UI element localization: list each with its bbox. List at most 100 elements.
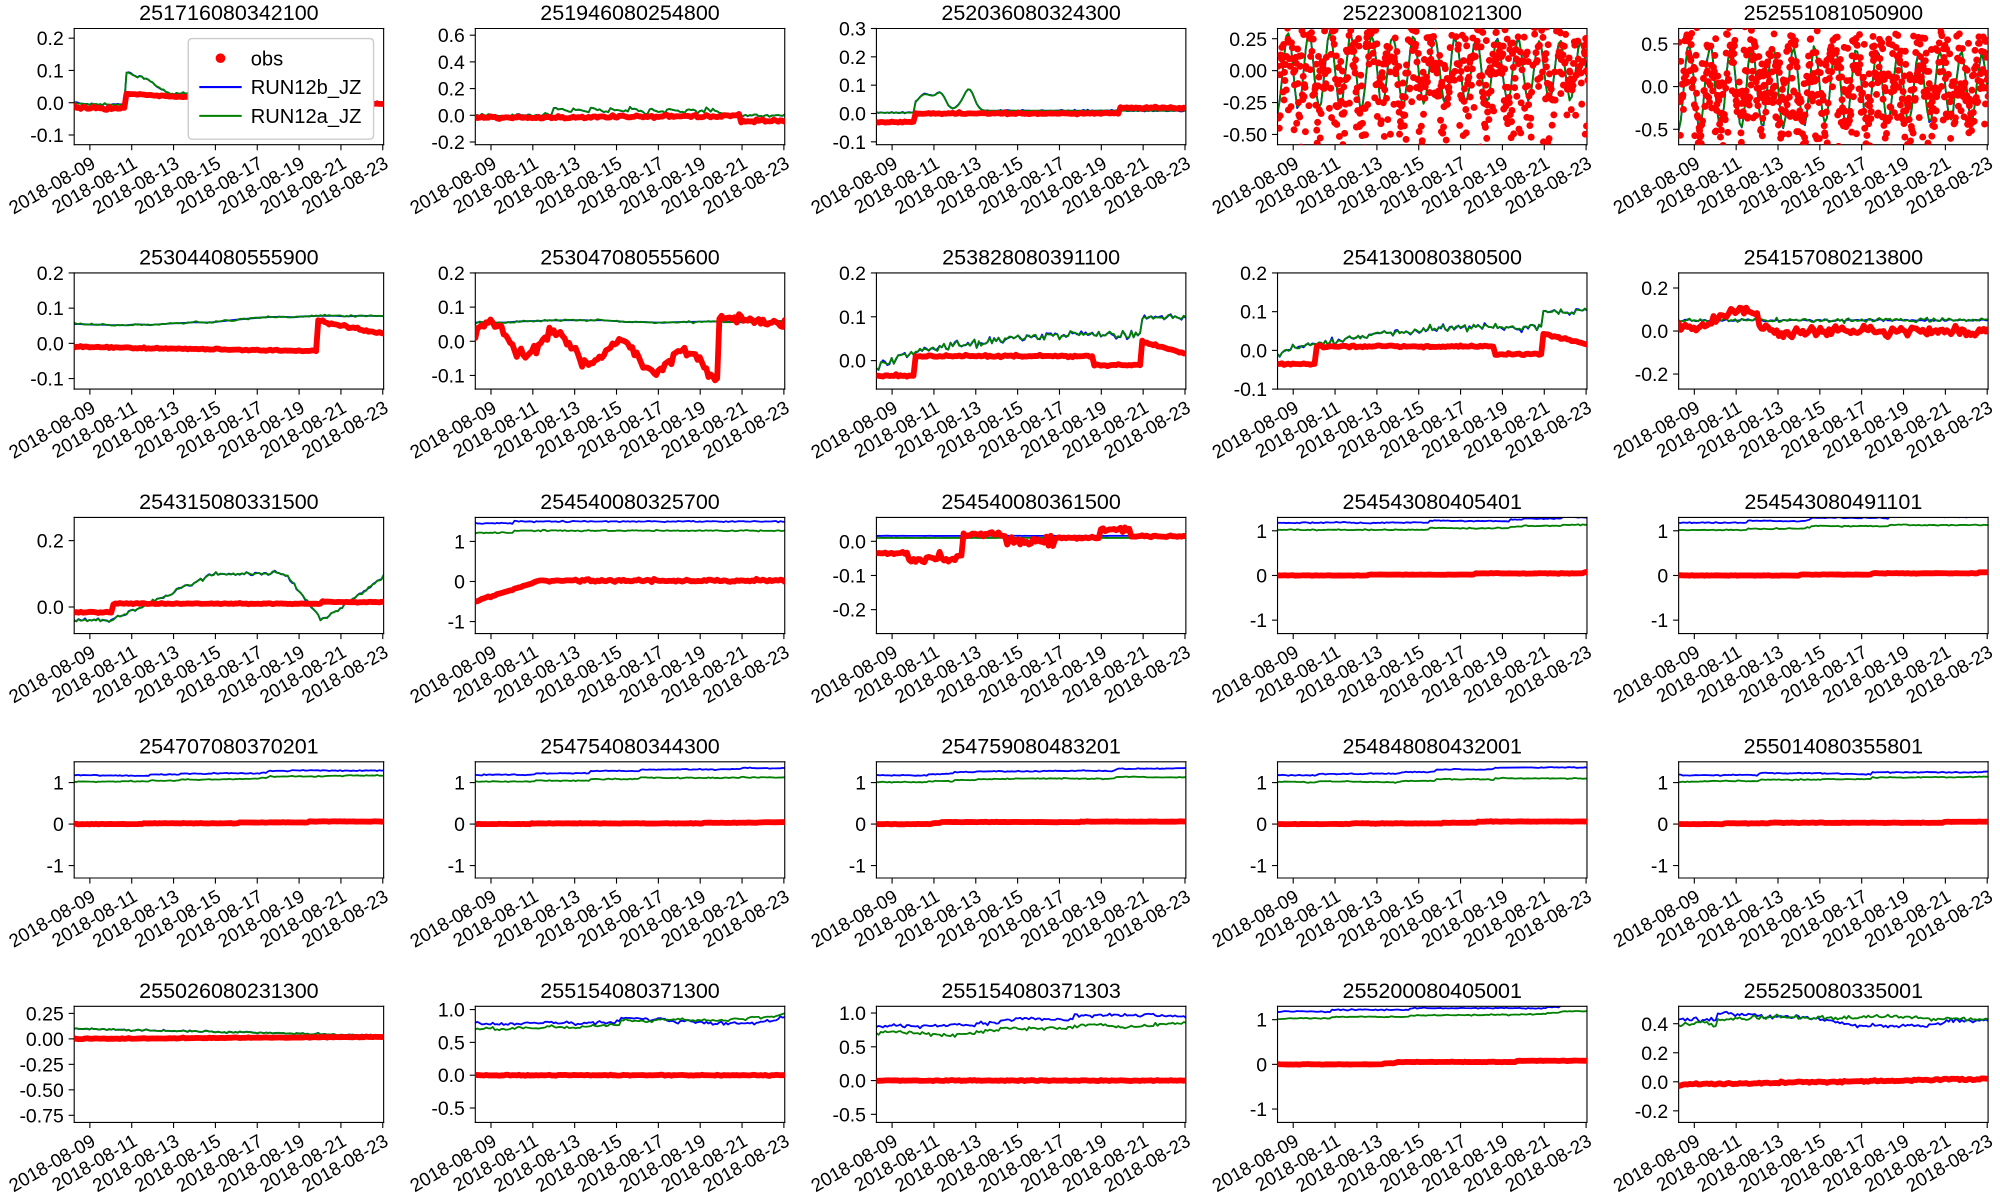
svg-text:255154080371303: 255154080371303	[941, 979, 1121, 1003]
svg-text:0: 0	[454, 572, 465, 594]
svg-text:0.2: 0.2	[839, 47, 866, 69]
svg-text:0.0: 0.0	[839, 1071, 866, 1093]
svg-text:0.2: 0.2	[438, 79, 465, 101]
svg-text:0: 0	[855, 814, 866, 836]
svg-text:253828080391100: 253828080391100	[942, 246, 1120, 270]
svg-text:252230081021300: 252230081021300	[1343, 1, 1523, 25]
svg-text:0: 0	[1657, 814, 1668, 836]
svg-text:0.2: 0.2	[1240, 263, 1267, 285]
svg-text:-0.2: -0.2	[1635, 364, 1669, 386]
svg-text:-0.25: -0.25	[1223, 93, 1267, 115]
svg-text:0.0: 0.0	[438, 105, 465, 127]
svg-text:251946080254800: 251946080254800	[540, 1, 720, 25]
svg-text:-0.5: -0.5	[833, 1104, 866, 1126]
svg-text:0.5: 0.5	[1641, 34, 1668, 56]
svg-text:-0.2: -0.2	[833, 600, 866, 622]
svg-text:0.1: 0.1	[438, 297, 465, 319]
svg-text:0.1: 0.1	[1240, 302, 1267, 324]
svg-text:-0.1: -0.1	[1234, 379, 1268, 401]
svg-text:1: 1	[1657, 773, 1668, 795]
svg-text:0.00: 0.00	[1229, 61, 1267, 83]
svg-text:0.2: 0.2	[1641, 278, 1668, 300]
svg-text:-1: -1	[448, 856, 465, 878]
svg-text:254540080361500: 254540080361500	[941, 490, 1121, 514]
svg-text:254157080213800: 254157080213800	[1744, 246, 1924, 270]
svg-text:-0.75: -0.75	[19, 1105, 63, 1127]
svg-text:1: 1	[1657, 521, 1668, 543]
svg-text:0.2: 0.2	[839, 263, 866, 285]
svg-text:254543080491101: 254543080491101	[1744, 490, 1922, 514]
svg-text:0.0: 0.0	[1641, 77, 1668, 99]
svg-text:0.4: 0.4	[1641, 1014, 1668, 1036]
svg-text:0.0: 0.0	[1641, 1072, 1668, 1094]
svg-text:-1: -1	[448, 612, 465, 634]
svg-text:0.1: 0.1	[839, 307, 866, 329]
svg-text:-1: -1	[46, 856, 63, 878]
svg-text:252551081050900: 252551081050900	[1744, 1, 1924, 25]
svg-text:-0.25: -0.25	[19, 1054, 63, 1076]
svg-text:0.2: 0.2	[37, 263, 64, 285]
svg-text:255250080335001: 255250080335001	[1744, 979, 1924, 1003]
svg-text:253047080555600: 253047080555600	[540, 246, 720, 270]
svg-text:1: 1	[53, 773, 64, 795]
svg-text:1.0: 1.0	[839, 1003, 866, 1025]
svg-text:-0.2: -0.2	[1635, 1101, 1669, 1123]
svg-text:-1: -1	[1651, 856, 1668, 878]
svg-text:0.0: 0.0	[37, 597, 64, 619]
svg-text:0: 0	[1256, 814, 1267, 836]
svg-text:1: 1	[1256, 521, 1267, 543]
svg-text:1: 1	[454, 773, 465, 795]
svg-text:254759080483201: 254759080483201	[941, 735, 1121, 759]
svg-text:RUN12a_JZ: RUN12a_JZ	[251, 106, 362, 128]
svg-text:0.2: 0.2	[37, 531, 64, 553]
svg-text:0.00: 0.00	[26, 1029, 64, 1051]
svg-text:0.0: 0.0	[37, 93, 64, 115]
svg-text:255200080405001: 255200080405001	[1343, 979, 1523, 1003]
svg-text:0.0: 0.0	[1240, 340, 1267, 362]
svg-text:-1: -1	[1651, 610, 1668, 632]
svg-text:-0.1: -0.1	[30, 369, 64, 391]
svg-text:252036080324300: 252036080324300	[941, 1, 1121, 25]
svg-text:254130080380500: 254130080380500	[1343, 246, 1523, 270]
svg-text:0.0: 0.0	[37, 333, 64, 355]
svg-text:-0.1: -0.1	[833, 132, 866, 154]
svg-text:-0.1: -0.1	[833, 566, 866, 588]
svg-text:RUN12b_JZ: RUN12b_JZ	[251, 77, 362, 99]
svg-text:255026080231300: 255026080231300	[139, 979, 319, 1003]
svg-text:253044080555900: 253044080555900	[139, 246, 319, 270]
svg-text:0.25: 0.25	[1229, 29, 1267, 51]
svg-text:-0.50: -0.50	[19, 1080, 63, 1102]
svg-text:0: 0	[454, 814, 465, 836]
svg-text:0.0: 0.0	[1641, 321, 1668, 343]
svg-text:-0.2: -0.2	[431, 132, 465, 154]
svg-text:0.5: 0.5	[839, 1037, 866, 1059]
svg-text:0.2: 0.2	[37, 28, 64, 50]
svg-text:0.1: 0.1	[37, 298, 64, 320]
svg-text:0.4: 0.4	[438, 52, 465, 74]
svg-text:0: 0	[1256, 566, 1267, 588]
svg-text:-0.1: -0.1	[431, 365, 465, 387]
svg-text:1: 1	[1256, 1010, 1267, 1032]
svg-text:0.0: 0.0	[438, 1065, 465, 1087]
svg-text:-1: -1	[849, 856, 866, 878]
svg-text:0.6: 0.6	[438, 25, 465, 47]
svg-text:0.2: 0.2	[438, 263, 465, 285]
svg-text:0.25: 0.25	[26, 1003, 64, 1025]
svg-text:0.0: 0.0	[438, 331, 465, 353]
svg-text:-0.5: -0.5	[1635, 119, 1669, 141]
svg-text:0: 0	[1657, 566, 1668, 588]
svg-text:1.0: 1.0	[438, 1000, 465, 1022]
svg-text:-1: -1	[1250, 1099, 1267, 1121]
svg-text:0.0: 0.0	[839, 531, 866, 553]
svg-text:-0.1: -0.1	[30, 125, 64, 147]
svg-text:254848080432001: 254848080432001	[1343, 735, 1523, 759]
svg-text:0.0: 0.0	[839, 104, 866, 126]
svg-text:-0.50: -0.50	[1223, 124, 1267, 146]
svg-text:255014080355801: 255014080355801	[1744, 735, 1924, 759]
svg-text:251716080342100: 251716080342100	[139, 1, 319, 25]
svg-text:0.5: 0.5	[438, 1032, 465, 1054]
svg-text:1: 1	[855, 773, 866, 795]
svg-text:0.3: 0.3	[839, 19, 866, 41]
svg-text:0.2: 0.2	[1641, 1043, 1668, 1065]
svg-text:0.0: 0.0	[839, 351, 866, 373]
